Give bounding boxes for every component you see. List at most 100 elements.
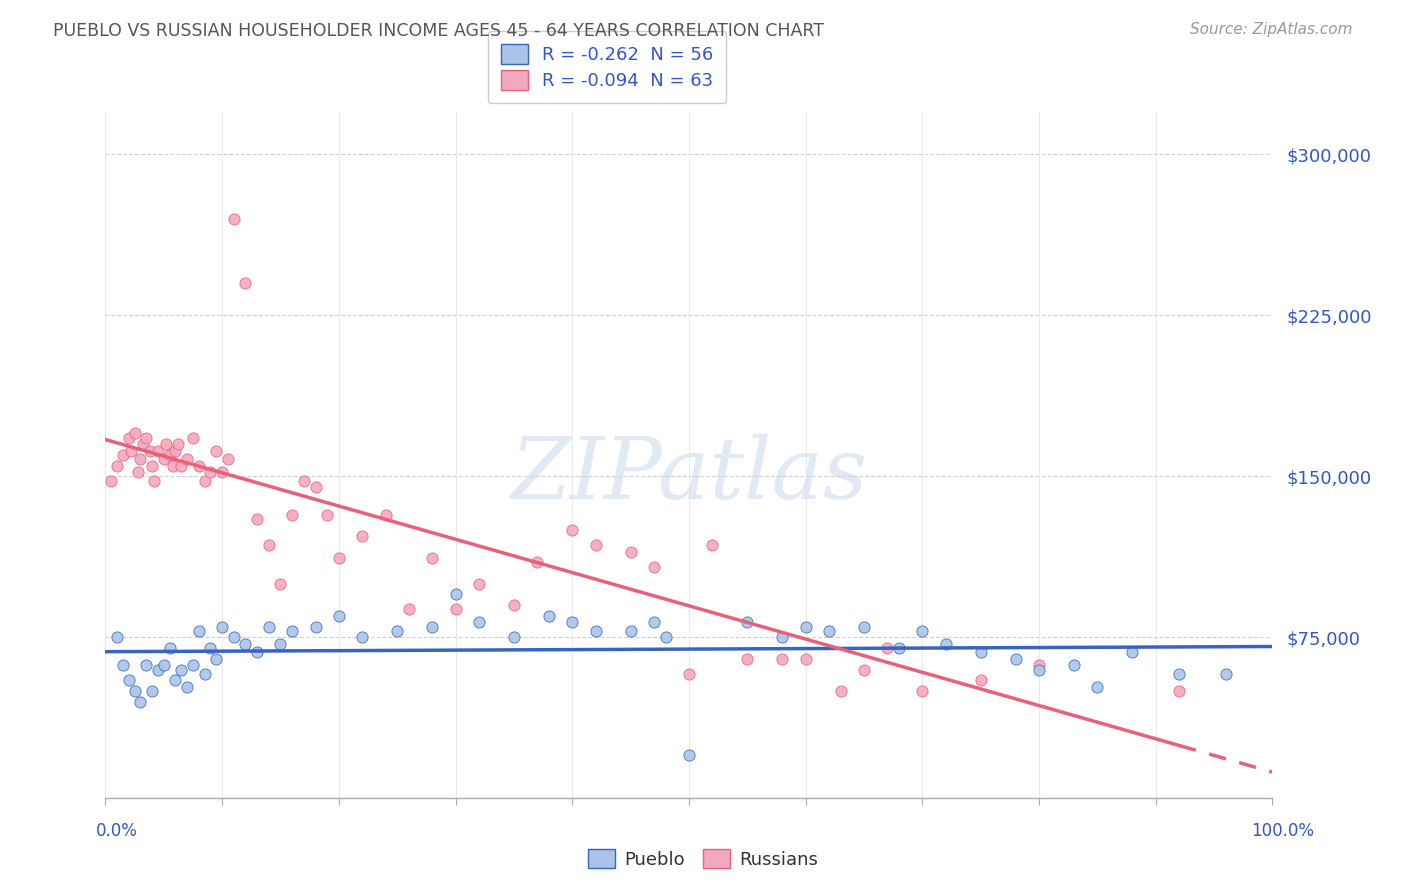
Point — [561, 523, 583, 537]
Point — [468, 615, 491, 630]
Point — [200, 465, 222, 479]
Point — [127, 465, 149, 479]
Point — [619, 624, 641, 638]
Point — [181, 658, 204, 673]
Point — [585, 624, 607, 638]
Point — [468, 576, 491, 591]
Point — [176, 680, 198, 694]
Point — [561, 615, 583, 630]
Point — [124, 426, 146, 441]
Point — [737, 615, 759, 630]
Point — [585, 538, 607, 552]
Point — [141, 458, 163, 473]
Point — [139, 443, 162, 458]
Point — [852, 663, 875, 677]
Point — [1168, 666, 1191, 681]
Point — [352, 631, 374, 645]
Point — [222, 631, 245, 645]
Point — [678, 666, 700, 681]
Text: Source: ZipAtlas.com: Source: ZipAtlas.com — [1189, 22, 1353, 37]
Point — [153, 658, 174, 673]
Point — [270, 637, 292, 651]
Point — [281, 508, 304, 522]
Point — [155, 437, 177, 451]
Point — [794, 619, 817, 633]
Point — [1063, 658, 1085, 673]
Point — [304, 480, 326, 494]
Point — [159, 448, 181, 462]
Point — [770, 631, 793, 645]
Point — [503, 598, 526, 612]
Text: PUEBLO VS RUSSIAN HOUSEHOLDER INCOME AGES 45 - 64 YEARS CORRELATION CHART: PUEBLO VS RUSSIAN HOUSEHOLDER INCOME AGE… — [53, 22, 824, 40]
Text: 0.0%: 0.0% — [96, 822, 138, 839]
Point — [935, 637, 957, 651]
Point — [420, 550, 443, 566]
Point — [281, 624, 304, 638]
Text: 100.0%: 100.0% — [1251, 822, 1315, 839]
Point — [770, 652, 793, 666]
Point — [205, 652, 228, 666]
Point — [170, 458, 193, 473]
Point — [129, 695, 152, 709]
Point — [118, 673, 141, 688]
Point — [1028, 663, 1050, 677]
Point — [211, 619, 233, 633]
Point — [970, 645, 993, 659]
Point — [200, 641, 222, 656]
Point — [794, 652, 817, 666]
Point — [911, 684, 934, 698]
Point — [737, 652, 759, 666]
Point — [135, 658, 157, 673]
Point — [105, 631, 128, 645]
Point — [420, 619, 443, 633]
Point — [643, 615, 665, 630]
Point — [105, 458, 128, 473]
Point — [194, 474, 217, 488]
Point — [118, 431, 141, 445]
Point — [246, 512, 269, 526]
Point — [120, 443, 142, 458]
Point — [124, 684, 146, 698]
Point — [444, 602, 467, 616]
Point — [1121, 645, 1143, 659]
Point — [194, 666, 217, 681]
Point — [304, 619, 326, 633]
Point — [398, 602, 420, 616]
Point — [852, 619, 875, 633]
Point — [159, 641, 181, 656]
Point — [911, 624, 934, 638]
Point — [211, 465, 233, 479]
Point — [141, 684, 163, 698]
Point — [129, 452, 152, 467]
Point — [537, 608, 560, 623]
Point — [257, 538, 280, 552]
Point — [503, 631, 526, 645]
Point — [235, 637, 257, 651]
Point — [887, 641, 910, 656]
Point — [270, 576, 292, 591]
Point — [257, 619, 280, 633]
Point — [385, 624, 409, 638]
Point — [162, 458, 184, 473]
Point — [111, 658, 134, 673]
Point — [678, 748, 700, 763]
Point — [374, 508, 396, 522]
Point — [217, 452, 239, 467]
Point — [643, 559, 665, 574]
Point — [1168, 684, 1191, 698]
Point — [111, 448, 134, 462]
Point — [292, 474, 315, 488]
Point — [1028, 658, 1050, 673]
Point — [818, 624, 841, 638]
Point — [444, 587, 467, 601]
Point — [654, 631, 676, 645]
Point — [246, 645, 269, 659]
Point — [187, 458, 209, 473]
Point — [619, 544, 641, 558]
Point — [165, 443, 187, 458]
Point — [1215, 666, 1237, 681]
Point — [176, 452, 198, 467]
Point — [222, 211, 245, 226]
Point — [135, 431, 157, 445]
Point — [702, 538, 724, 552]
